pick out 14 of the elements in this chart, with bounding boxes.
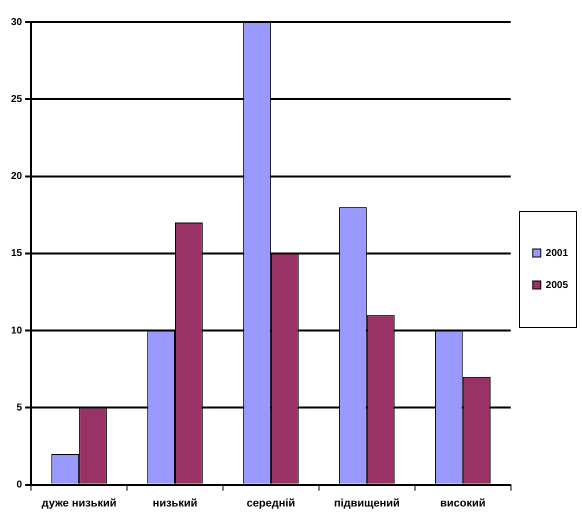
y-tick-label: 25 (11, 94, 23, 105)
y-tick-label: 30 (11, 16, 23, 28)
x-tick-label: підвищений (334, 497, 400, 510)
y-tick-label: 15 (11, 248, 23, 260)
y-tick-label: 10 (11, 325, 23, 336)
x-tick-label: середній (246, 497, 296, 510)
x-tick-label: дуже низький (42, 497, 117, 510)
x-tick-label: низький (152, 497, 198, 510)
y-tick-label: 5 (16, 402, 23, 414)
x-tick-label: високий (440, 497, 486, 510)
legend-label: 2005 (546, 280, 568, 291)
legend-label: 2001 (546, 248, 568, 259)
y-tick-label: 20 (11, 171, 23, 182)
y-tick-label: 0 (16, 480, 23, 491)
